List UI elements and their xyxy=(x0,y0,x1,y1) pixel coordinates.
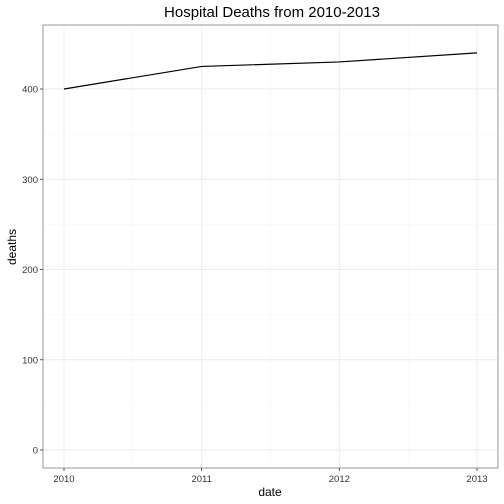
chart-title: Hospital Deaths from 2010-2013 xyxy=(164,4,380,21)
y-tick-label: 100 xyxy=(22,355,38,366)
x-tick-label: 2012 xyxy=(329,474,350,485)
y-tick-label: 0 xyxy=(33,446,38,457)
x-tick-label: 2013 xyxy=(466,474,487,485)
y-axis-label: deaths xyxy=(5,229,19,265)
x-tick-label: 2011 xyxy=(191,474,211,485)
x-axis: 2010 2011 2012 2013 xyxy=(53,468,488,485)
y-tick-label: 400 xyxy=(22,85,38,96)
grid-lines xyxy=(43,25,498,468)
y-axis: 0 100 200 300 400 xyxy=(22,85,43,457)
series-line xyxy=(63,52,478,90)
y-tick-label: 200 xyxy=(22,265,38,276)
x-axis-label: date xyxy=(258,485,282,499)
series-group xyxy=(63,52,478,90)
x-tick-label: 2010 xyxy=(53,474,74,485)
plot-panel xyxy=(42,24,499,469)
y-tick-label: 300 xyxy=(22,175,38,186)
